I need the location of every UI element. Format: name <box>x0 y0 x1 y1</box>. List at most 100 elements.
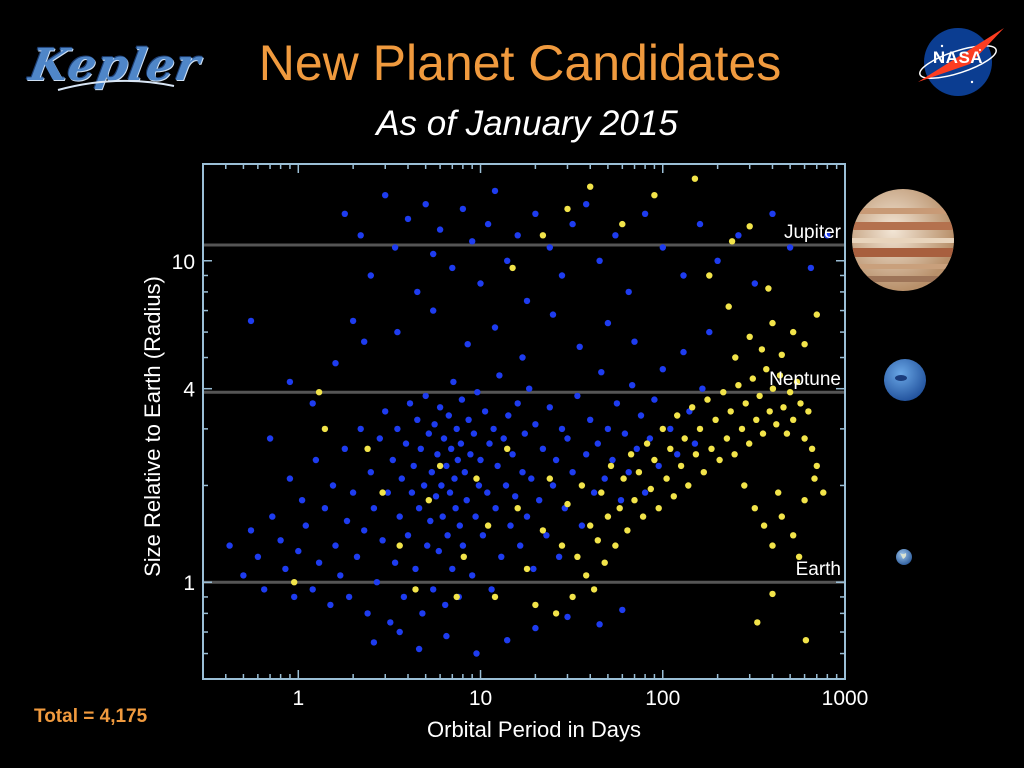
data-point-blue <box>404 532 412 539</box>
data-point-blue <box>532 624 539 632</box>
data-point-blue <box>507 522 514 529</box>
data-point-blue <box>601 475 608 482</box>
data-point-blue <box>555 553 563 560</box>
data-point-blue <box>430 307 437 314</box>
data-point-blue <box>637 412 645 419</box>
data-point-blue <box>714 257 721 264</box>
data-point-blue <box>449 565 456 573</box>
data-point-blue <box>404 215 412 223</box>
data-point-blue <box>321 505 329 512</box>
data-point-blue <box>370 505 378 512</box>
data-point-blue <box>459 205 467 213</box>
data-point-blue <box>604 319 612 327</box>
data-point-blue <box>415 645 423 653</box>
data-point-yellow <box>604 513 612 520</box>
data-point-blue <box>457 440 465 447</box>
data-point-blue <box>532 210 539 217</box>
data-point-yellow <box>583 572 590 579</box>
data-point-blue <box>569 220 576 228</box>
data-point-blue <box>667 425 674 433</box>
data-point-yellow <box>564 205 571 213</box>
data-point-blue <box>543 532 550 539</box>
data-point-blue <box>504 637 511 644</box>
data-point-blue <box>291 593 298 601</box>
data-point-blue <box>382 408 389 415</box>
data-point-blue <box>357 425 364 433</box>
data-point-blue <box>574 392 581 400</box>
data-point-blue <box>474 389 481 396</box>
y-tick-label: 1 <box>183 572 195 595</box>
data-point-yellow <box>598 489 605 496</box>
data-point-yellow <box>523 565 531 573</box>
data-point-blue <box>514 232 521 239</box>
data-point-blue <box>439 513 446 520</box>
data-point-yellow <box>790 532 797 539</box>
data-point-blue <box>536 497 543 504</box>
data-point-blue <box>549 311 557 318</box>
data-point-blue <box>549 482 557 489</box>
data-point-blue <box>389 456 396 464</box>
data-point-yellow <box>758 346 766 353</box>
data-point-blue <box>422 201 429 208</box>
data-point-yellow <box>801 435 808 442</box>
data-point-yellow <box>552 610 560 617</box>
neptune-image <box>884 359 926 401</box>
data-point-yellow <box>797 400 804 407</box>
data-point-yellow <box>639 513 647 520</box>
nasa-logo: NASA <box>910 20 1006 100</box>
data-point-yellow <box>509 264 516 272</box>
data-point-yellow <box>491 593 499 601</box>
data-point-yellow <box>738 425 746 433</box>
data-point-yellow <box>766 408 773 415</box>
data-point-blue <box>617 497 625 504</box>
data-point-yellow <box>763 366 770 373</box>
data-point-yellow <box>769 542 776 549</box>
data-point-blue <box>596 621 603 628</box>
data-point-yellow <box>786 389 794 396</box>
data-point-blue <box>587 416 594 423</box>
data-point-blue <box>329 482 337 489</box>
data-point-blue <box>434 451 441 458</box>
data-point-yellow <box>504 445 511 452</box>
data-point-yellow <box>578 482 586 489</box>
data-point-blue <box>517 542 524 549</box>
data-point-blue <box>498 553 505 560</box>
data-point-blue <box>353 553 361 560</box>
data-point-yellow <box>780 404 787 411</box>
data-point-blue <box>514 400 521 407</box>
data-point-blue <box>564 613 571 621</box>
data-point-blue <box>598 369 605 376</box>
data-point-blue <box>384 489 391 496</box>
data-point-blue <box>438 482 445 489</box>
data-point-yellow <box>453 593 460 601</box>
data-point-yellow <box>808 445 816 452</box>
data-point-yellow <box>436 462 444 470</box>
data-point-blue <box>436 226 444 233</box>
data-point-blue <box>361 527 368 534</box>
data-point-blue <box>315 559 323 566</box>
data-point-blue <box>651 396 658 403</box>
data-point-blue <box>619 606 626 614</box>
data-point-blue <box>504 257 511 264</box>
data-point-blue <box>456 522 463 529</box>
data-point-yellow <box>484 522 492 529</box>
data-point-blue <box>530 565 537 573</box>
data-point-blue <box>641 489 649 496</box>
nasa-meatball-icon <box>918 28 1004 96</box>
data-point-blue <box>479 532 487 539</box>
data-point-blue <box>428 469 435 476</box>
data-point-blue <box>467 451 474 458</box>
y-axis-title: Size Relative to Earth (Radius) <box>140 276 165 577</box>
data-point-blue <box>295 547 302 555</box>
data-point-blue <box>412 565 419 573</box>
data-point-yellow <box>631 497 638 504</box>
data-point-yellow <box>587 522 594 529</box>
data-point-yellow <box>778 513 785 520</box>
earth-image <box>896 549 912 565</box>
data-point-blue <box>488 586 495 593</box>
data-point-blue <box>370 639 378 646</box>
data-point-blue <box>391 559 399 566</box>
data-point-yellow <box>674 412 681 419</box>
data-point-blue <box>309 586 316 593</box>
data-point-blue <box>609 456 616 464</box>
